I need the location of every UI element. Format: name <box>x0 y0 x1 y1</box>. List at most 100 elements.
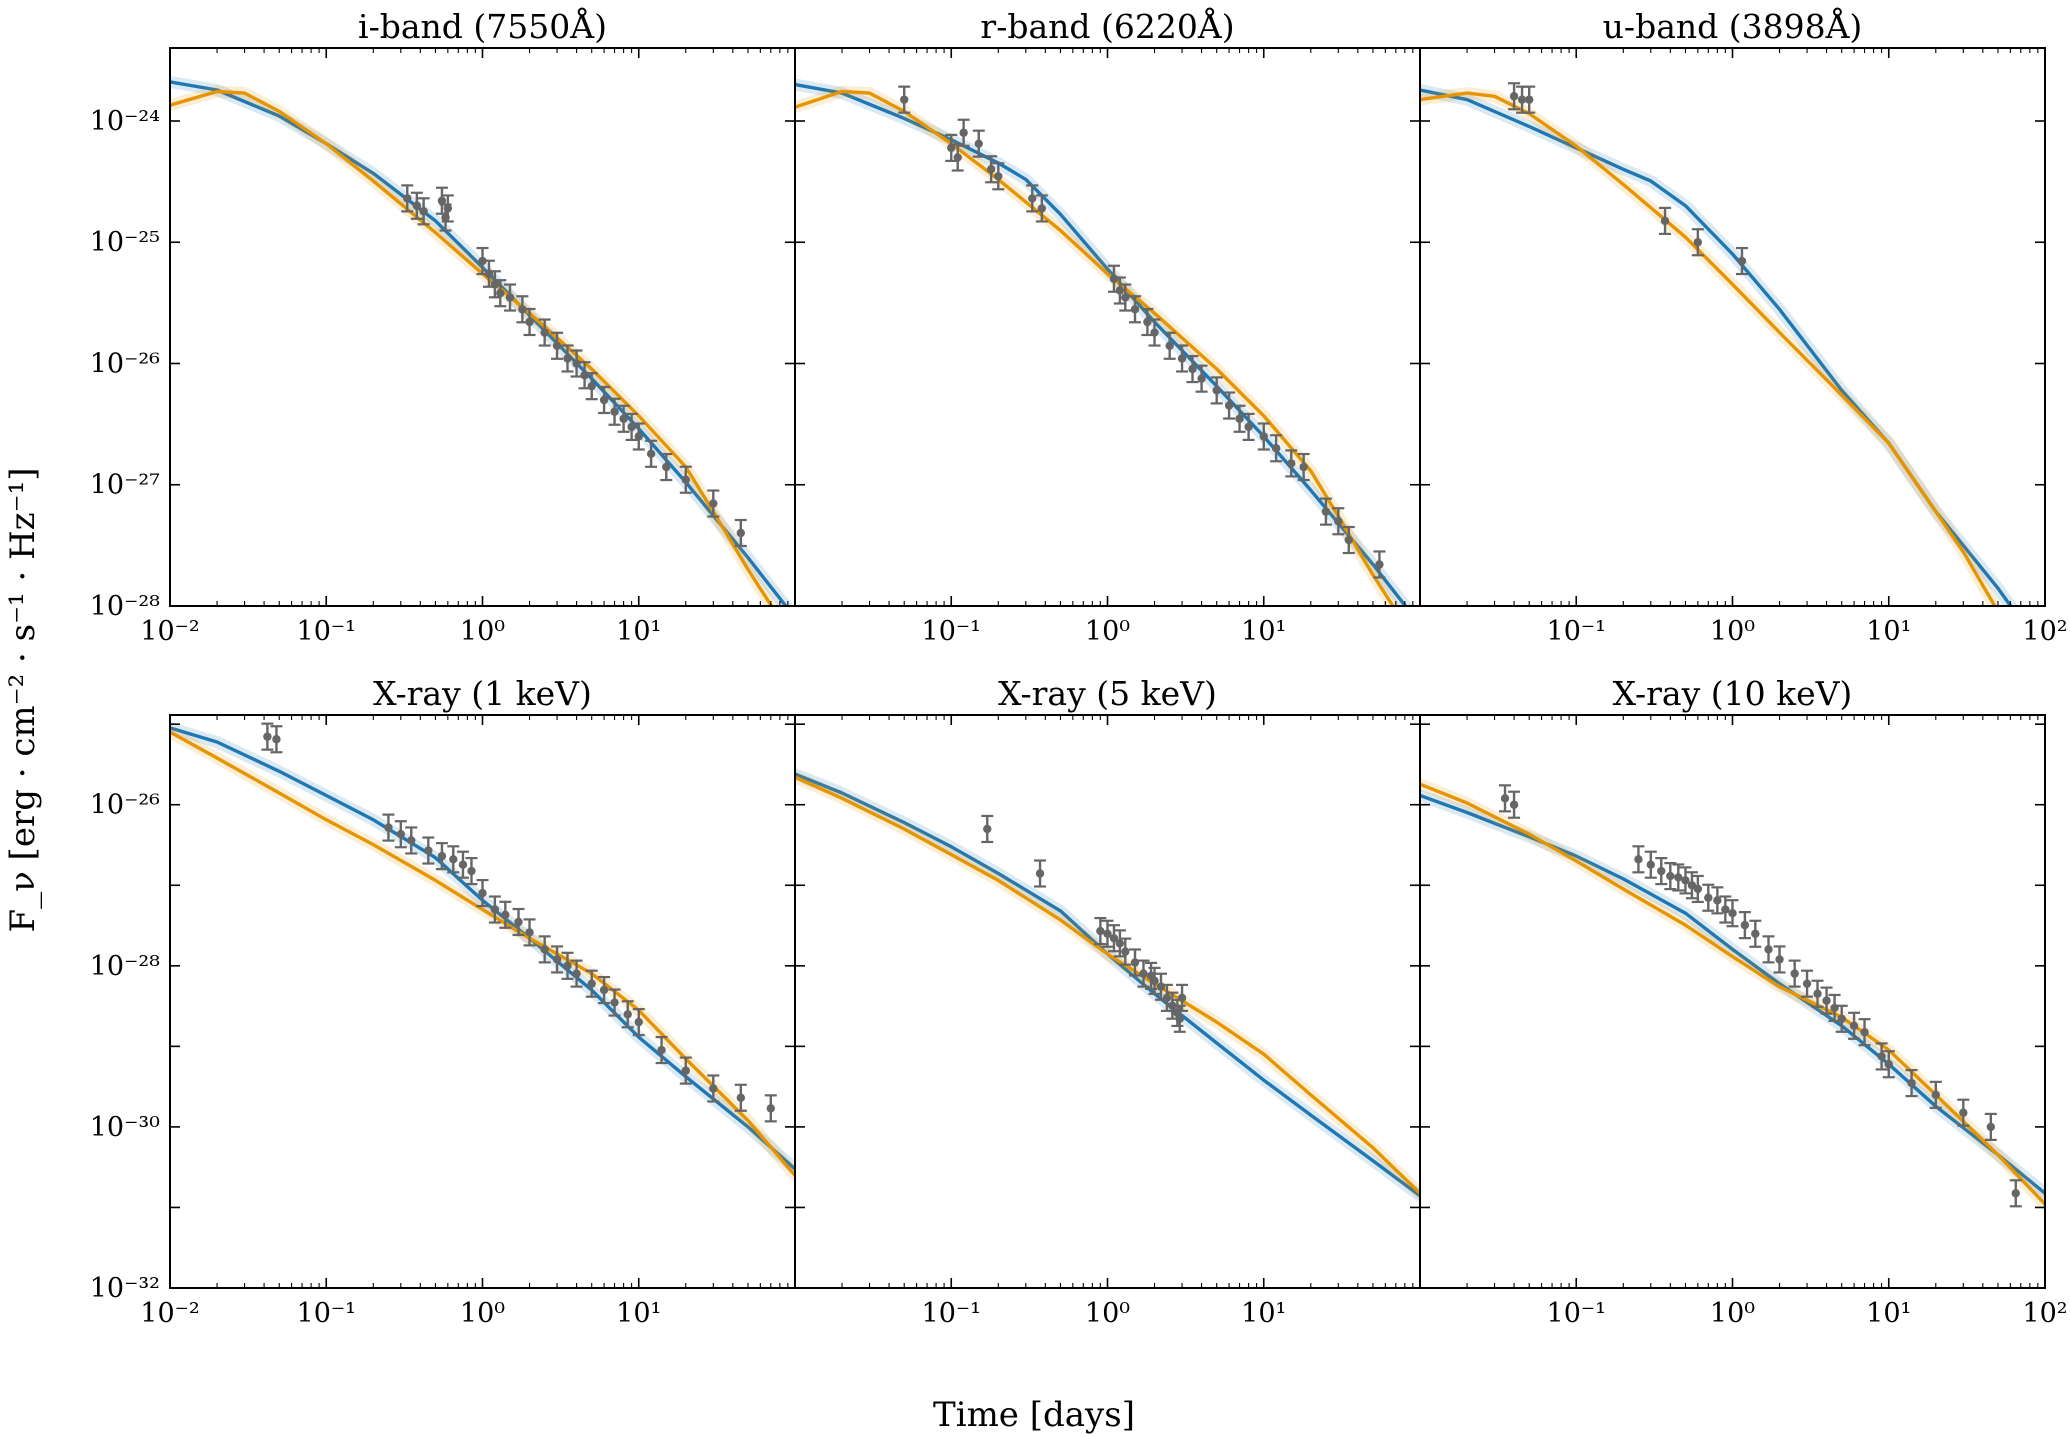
x-tick-label: 10⁰ <box>460 616 505 647</box>
data-point <box>1332 507 1345 536</box>
data-point <box>1034 859 1047 888</box>
data-point <box>585 372 598 401</box>
data-point <box>1811 979 1824 1008</box>
data-point <box>981 814 994 844</box>
y-tick-label: 10⁻²⁴ <box>90 106 160 137</box>
model-band-model_orange <box>170 726 795 1182</box>
model-band-model_orange <box>795 85 1401 606</box>
model-band-model_blue <box>170 75 794 606</box>
plot-area <box>170 721 795 1182</box>
data-point <box>632 422 645 451</box>
model-band-model_blue <box>170 721 795 1175</box>
data-point <box>1875 1042 1888 1071</box>
data-point <box>1672 863 1685 892</box>
y-tick-label: 10⁻²⁵ <box>90 227 160 258</box>
model-curve-model_blue <box>170 80 788 606</box>
model-curve-model_orange <box>170 730 795 1178</box>
data-point <box>1882 1050 1895 1079</box>
data-point <box>1176 344 1189 373</box>
x-tick-label: 10⁻¹ <box>1547 1298 1606 1329</box>
panel-6: X-ray (10 keV) 10⁻¹ 10⁰ 10¹ 10² <box>1419 674 2068 1329</box>
x-tick-label: 10² <box>2022 616 2067 647</box>
data-point <box>1773 945 1786 974</box>
data-point <box>1905 1068 1918 1098</box>
data-point <box>261 722 274 751</box>
data-point <box>523 307 536 337</box>
x-tick-label: 10⁰ <box>1710 1298 1755 1329</box>
data-point <box>476 878 489 908</box>
data-point <box>1160 983 1173 1012</box>
data-point <box>585 969 598 998</box>
data-point <box>707 489 720 518</box>
model-band-model_blue <box>1420 84 2018 606</box>
data-point <box>1848 1011 1861 1040</box>
data-point <box>972 129 985 158</box>
y-tick-label: 10⁻³⁰ <box>90 1112 160 1143</box>
data-point <box>1094 916 1107 946</box>
data-point <box>499 900 512 929</box>
model-band-model_blue <box>795 768 1420 1202</box>
y-tick-label: 10⁻²⁶ <box>90 348 160 379</box>
data-point <box>1186 354 1199 384</box>
x-tick-label: 10¹ <box>1241 1298 1286 1329</box>
data-point <box>465 856 478 886</box>
x-tick-label: 10⁻¹ <box>922 1298 981 1329</box>
data-point <box>1679 866 1692 895</box>
x-axis-label: Time [days] <box>933 1395 1135 1435</box>
model-curve-model_blue <box>795 82 1408 606</box>
data-point <box>1195 364 1208 393</box>
data-point <box>538 318 551 347</box>
data-point <box>1141 307 1154 337</box>
data-point <box>645 439 658 468</box>
x-tick-label: 10⁻¹ <box>922 616 981 647</box>
data-point <box>394 820 407 849</box>
model-band-model_orange <box>170 85 779 606</box>
data-point <box>1148 966 1161 995</box>
data-point <box>488 895 501 924</box>
x-tick-label: 10⁰ <box>1085 616 1130 647</box>
data-point <box>512 907 525 937</box>
y-tick-label: 10⁻²⁸ <box>90 951 160 982</box>
data-point <box>1691 874 1704 904</box>
data-point <box>957 118 970 147</box>
data-point <box>734 1083 747 1112</box>
data-point <box>456 850 469 879</box>
panel-title: u-band (3898Å) <box>1603 6 1863 46</box>
panel-frame <box>169 47 796 607</box>
plot-area <box>1420 82 2018 606</box>
data-point <box>401 184 414 213</box>
x-tick-label: 10¹ <box>1866 616 1911 647</box>
panel-frame <box>794 714 1421 1289</box>
plot-area <box>795 768 1420 1202</box>
data-point <box>1801 969 1814 998</box>
data-point <box>504 283 517 312</box>
data-point <box>660 452 673 482</box>
plot-area <box>795 78 1413 606</box>
data-point <box>1148 318 1161 347</box>
data-point <box>1632 845 1645 874</box>
data-point <box>1035 194 1048 223</box>
panel-title: i-band (7550Å) <box>358 6 607 46</box>
y-tick-label: 10⁻²⁸ <box>90 591 160 622</box>
data-point <box>1373 550 1386 579</box>
data-point <box>1659 206 1672 235</box>
panels: i-band (7550Å) 10⁻² 10⁻¹ 10⁰ 10¹ 10⁻²⁴ 10⁻²⁵ 10… <box>90 6 2068 1329</box>
x-tick-label: 10⁰ <box>1085 1298 1130 1329</box>
data-point <box>441 194 454 223</box>
data-point <box>2009 1179 2022 1208</box>
panel-2: r-band (6220Å) 10⁻¹ 10⁰ 10¹ <box>794 6 1421 647</box>
data-point <box>608 988 621 1017</box>
y-tick-label: 10⁻³² <box>90 1273 160 1304</box>
data-point <box>598 975 611 1005</box>
x-tick-label: 10⁻² <box>140 1298 199 1329</box>
data-point <box>523 918 536 947</box>
data-point <box>447 845 460 874</box>
data-point <box>410 191 423 220</box>
data-point <box>1749 919 1762 948</box>
model-curve-model_blue <box>1420 88 2013 606</box>
data-point <box>764 1094 777 1123</box>
data-point <box>1210 376 1223 405</box>
data-point <box>679 1056 692 1085</box>
data-point <box>1738 911 1751 940</box>
panel-title: r-band (6220Å) <box>980 6 1234 46</box>
